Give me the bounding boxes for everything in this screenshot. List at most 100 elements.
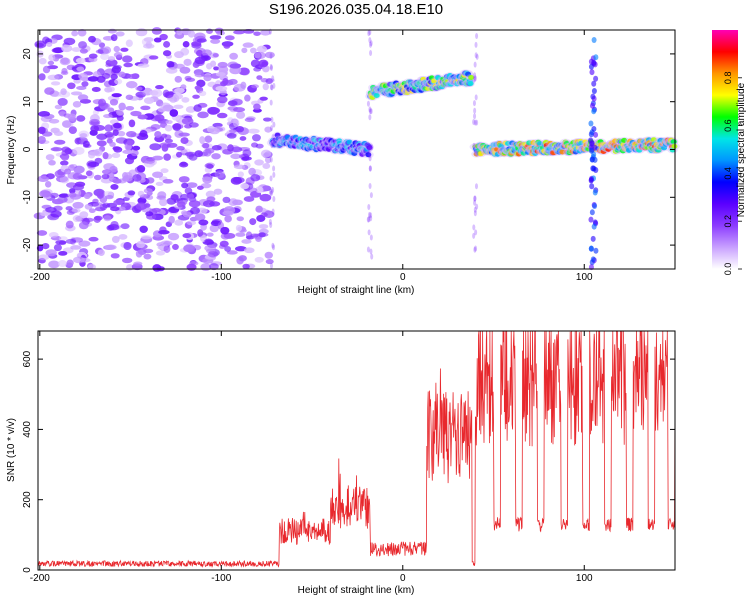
spectrogram-cell	[57, 260, 67, 267]
spectrogram-cell	[475, 53, 479, 60]
spectrogram-cell	[472, 119, 476, 126]
spectrogram-cell	[135, 249, 143, 258]
spectrogram-cell	[259, 193, 272, 202]
spectrogram-cell	[212, 53, 219, 58]
spectrogram-cell	[169, 109, 179, 117]
spectrogram-cell	[474, 94, 478, 101]
spectrogram-cell	[126, 130, 137, 138]
spectrogram-cell	[187, 30, 196, 38]
spectrogram-cell	[58, 236, 68, 241]
y-tick-label: 400	[22, 421, 33, 438]
spectrogram-cell	[211, 145, 222, 151]
spectrogram-cell	[590, 93, 596, 100]
spectrogram-x-ticks: -200 -100 0 100	[30, 30, 593, 283]
spectrogram-cell	[231, 146, 243, 153]
spectrogram-cell	[176, 146, 185, 151]
spectrogram-cell	[369, 212, 373, 219]
spectrogram-cell	[270, 188, 274, 195]
spectrogram-cell	[154, 114, 165, 122]
spectrogram-cell	[61, 44, 73, 53]
spectrogram-cell	[59, 175, 70, 184]
spectrogram-cell	[473, 195, 477, 202]
spectrogram-cell	[588, 177, 594, 184]
spectrogram-cell	[240, 183, 250, 190]
spectrogram-cell	[61, 146, 71, 153]
spectrogram-cell	[255, 205, 263, 213]
spectrogram-cell	[236, 256, 244, 265]
spectrogram-cell	[93, 124, 105, 131]
spectrogram-cell	[270, 84, 274, 91]
spectrogram-cell	[259, 96, 268, 101]
spectrogram-cell	[150, 89, 163, 98]
spectrogram-cell	[472, 76, 476, 83]
spectrogram-cell	[205, 147, 215, 154]
spectrogram-cell	[135, 86, 143, 91]
spectrogram-cell	[233, 30, 245, 35]
spectrogram-cell	[253, 103, 261, 111]
spectrogram-cell	[271, 139, 275, 146]
spectrogram-cell	[88, 208, 96, 214]
spectrogram-cell	[197, 229, 204, 237]
spectrogram-cell	[88, 236, 99, 242]
spectrogram-cell	[157, 107, 167, 113]
spectrogram-cell	[367, 216, 371, 223]
spectrogram-cell	[152, 171, 164, 178]
spectrogram-cell	[473, 246, 477, 253]
spectrogram-cell	[151, 27, 162, 35]
spectrogram-cell	[593, 131, 599, 138]
spectrogram-cell	[111, 152, 121, 159]
spectrogram-cell	[255, 143, 264, 149]
spectrogram-cell	[53, 243, 62, 252]
y-tick-label: 20	[22, 48, 33, 60]
x-tick-label: -200	[30, 272, 50, 283]
spectrogram-cell	[40, 115, 52, 123]
spectrogram-cell	[589, 140, 595, 147]
spectrogram-cell	[143, 37, 154, 43]
spectrogram-cell	[128, 119, 136, 128]
spectrogram-cell	[125, 94, 134, 100]
spectrogram-cell	[230, 153, 242, 160]
spectrogram-cell	[172, 123, 182, 131]
spectrogram-cell	[240, 81, 247, 89]
spectrogram-cell	[591, 165, 597, 172]
spectrogram-cell	[593, 247, 599, 254]
spectrogram-cell	[112, 146, 121, 151]
spectrogram-cell	[93, 174, 102, 181]
spectrogram-cell	[143, 158, 156, 164]
spectrogram-cell	[135, 202, 148, 211]
spectrogram-cell	[368, 29, 372, 36]
snr-x-ticks: -200 -100 0 100	[30, 331, 593, 584]
spectrogram-cell	[206, 28, 213, 34]
spectrogram-cell	[243, 247, 255, 254]
spectrogram-cell	[118, 102, 126, 111]
spectrogram-cell	[82, 140, 90, 148]
spectrogram-cell	[175, 151, 183, 158]
spectrogram-cell	[593, 75, 599, 82]
spectrogram-cell	[180, 84, 187, 90]
spectrogram-cell	[233, 164, 246, 170]
spectrogram-cell	[217, 96, 228, 104]
spectrogram-cell	[268, 188, 272, 195]
x-tick-label: 100	[576, 272, 593, 283]
spectrogram-cell	[242, 42, 254, 48]
spectrogram-cell	[373, 93, 380, 99]
spectrogram-cell	[369, 215, 373, 222]
spectrogram-cell	[204, 135, 213, 143]
spectrogram-cell	[209, 224, 219, 233]
spectrogram-cell	[139, 130, 148, 137]
spectrogram-cell	[263, 117, 272, 122]
spectrogram-cell	[250, 59, 261, 68]
spectrogram-cell	[178, 132, 190, 137]
spectrogram-cell	[216, 112, 228, 119]
spectrogram-cell	[113, 51, 123, 58]
spectrogram-cell	[269, 262, 273, 269]
spectrogram-cell	[79, 211, 89, 219]
spectrogram-cell	[46, 42, 53, 48]
spectrogram-cell	[102, 46, 112, 54]
spectrogram-cell	[160, 240, 173, 246]
spectrogram-cell	[272, 82, 276, 89]
spectrogram-cell	[219, 240, 229, 247]
spectrogram-cell	[368, 114, 372, 121]
spectrogram-cell	[159, 33, 168, 41]
spectrogram-cell	[101, 173, 110, 180]
